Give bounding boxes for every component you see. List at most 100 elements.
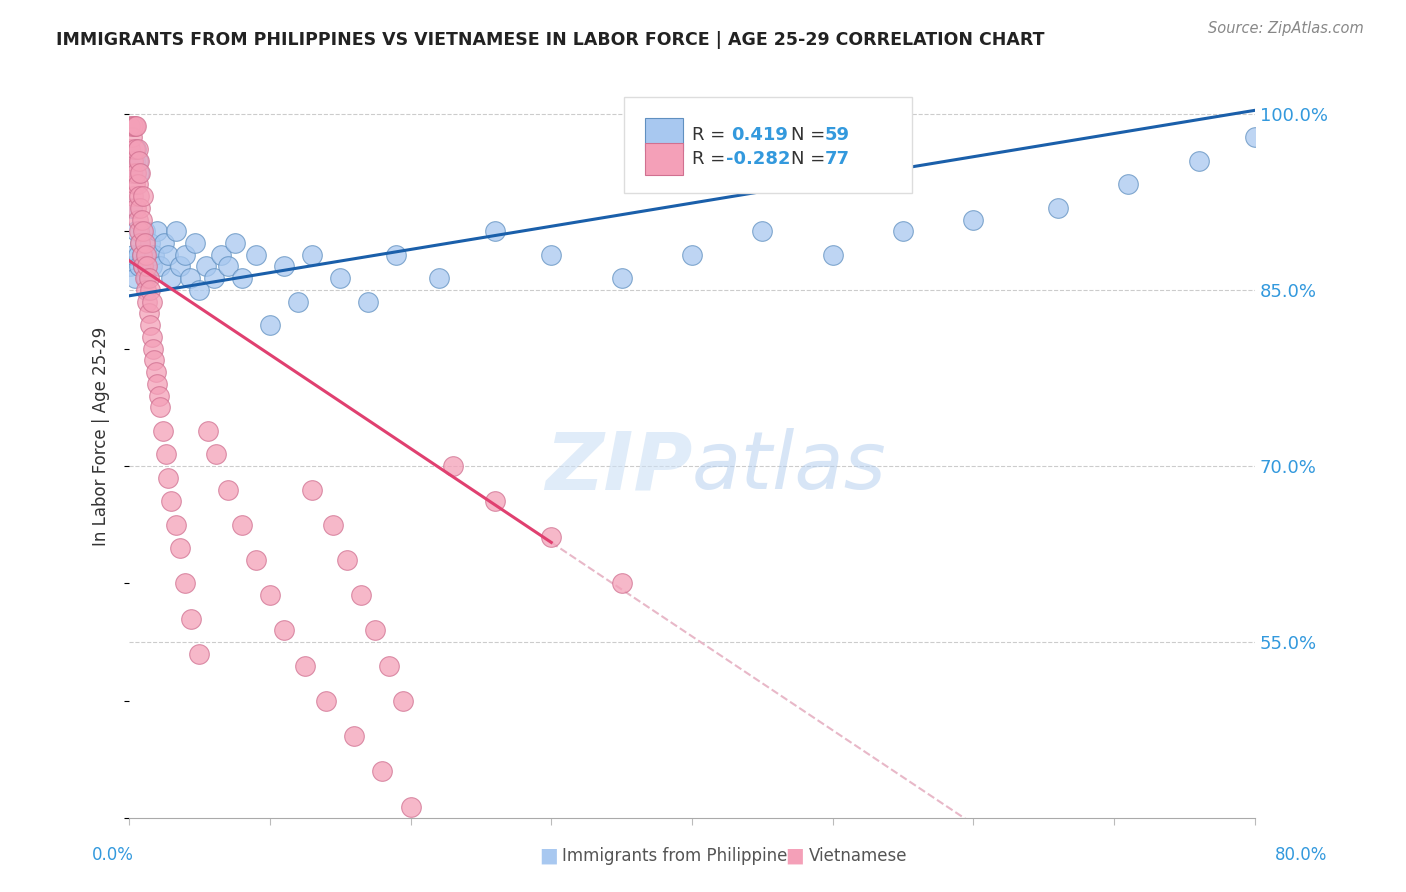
Point [188, 283, 211, 297]
Point [131, 248, 153, 262]
Point [217, 260, 239, 274]
Point [378, 658, 401, 673]
Point [125, 224, 148, 238]
Point [364, 624, 387, 638]
Point [540, 248, 562, 262]
Point [184, 235, 207, 250]
Point [138, 271, 160, 285]
Point [129, 165, 152, 179]
Point [132, 260, 155, 274]
Point [120, 260, 142, 274]
Point [385, 248, 408, 262]
Point [125, 142, 148, 156]
Point [145, 365, 167, 379]
Point [128, 224, 150, 238]
Point [139, 235, 162, 250]
Point [195, 260, 218, 274]
Point [180, 612, 202, 626]
Text: 0.419: 0.419 [731, 126, 789, 144]
Point [148, 389, 170, 403]
Point [484, 224, 506, 238]
Point [122, 165, 145, 179]
Point [127, 142, 149, 156]
Text: IMMIGRANTS FROM PHILIPPINES VS VIETNAMESE IN LABOR FORCE | AGE 25-29 CORRELATION: IMMIGRANTS FROM PHILIPPINES VS VIETNAMES… [56, 31, 1045, 49]
Point [1187, 153, 1209, 168]
Point [127, 248, 149, 262]
Point [128, 153, 150, 168]
Point [122, 189, 145, 203]
Point [1046, 201, 1069, 215]
Point [136, 260, 159, 274]
Text: Vietnamese: Vietnamese [808, 847, 907, 865]
Text: -0.282: -0.282 [725, 150, 790, 168]
Point [127, 212, 149, 227]
Point [131, 248, 153, 262]
Point [157, 248, 180, 262]
Point [301, 248, 323, 262]
Point [136, 294, 159, 309]
Point [962, 212, 984, 227]
Point [129, 235, 152, 250]
Point [122, 153, 145, 168]
Point [165, 224, 187, 238]
Point [135, 248, 157, 262]
Point [217, 483, 239, 497]
Point [1116, 178, 1139, 192]
Point [891, 224, 914, 238]
Point [132, 260, 155, 274]
Point [127, 178, 149, 192]
Point [821, 248, 844, 262]
Point [209, 248, 232, 262]
Point [121, 165, 143, 179]
Point [322, 517, 344, 532]
Point [259, 318, 281, 333]
Point [169, 541, 191, 556]
Point [681, 248, 703, 262]
Point [143, 353, 166, 368]
Point [231, 517, 253, 532]
Point [138, 306, 160, 320]
Point [160, 494, 183, 508]
FancyBboxPatch shape [645, 119, 683, 151]
Text: ▪: ▪ [538, 842, 558, 871]
Point [152, 424, 174, 438]
Text: 0.0%: 0.0% [91, 846, 134, 863]
Point [329, 271, 352, 285]
Point [124, 119, 146, 133]
Text: R =: R = [692, 150, 731, 168]
Point [231, 271, 253, 285]
Point [751, 224, 773, 238]
Point [245, 248, 267, 262]
Point [169, 260, 191, 274]
Text: 80.0%: 80.0% [1275, 846, 1327, 863]
Text: ▪: ▪ [785, 842, 804, 871]
Point [399, 799, 422, 814]
Point [141, 260, 163, 274]
Point [155, 447, 177, 461]
Point [134, 271, 156, 285]
Point [132, 189, 155, 203]
Text: ZIP: ZIP [544, 428, 692, 507]
Point [141, 330, 163, 344]
Point [125, 201, 148, 215]
Point [142, 342, 165, 356]
Point [134, 235, 156, 250]
Point [301, 483, 323, 497]
Point [132, 224, 155, 238]
Point [188, 647, 211, 661]
Point [121, 130, 143, 145]
Point [427, 271, 450, 285]
Text: R =: R = [692, 126, 731, 144]
Point [610, 271, 633, 285]
Point [174, 248, 197, 262]
Point [124, 178, 146, 192]
Text: 77: 77 [825, 150, 849, 168]
Point [149, 260, 172, 274]
Point [273, 624, 295, 638]
Point [124, 271, 146, 285]
Point [125, 165, 148, 179]
Point [129, 201, 152, 215]
Text: Source: ZipAtlas.com: Source: ZipAtlas.com [1208, 21, 1364, 36]
Point [129, 235, 152, 250]
Point [484, 494, 506, 508]
